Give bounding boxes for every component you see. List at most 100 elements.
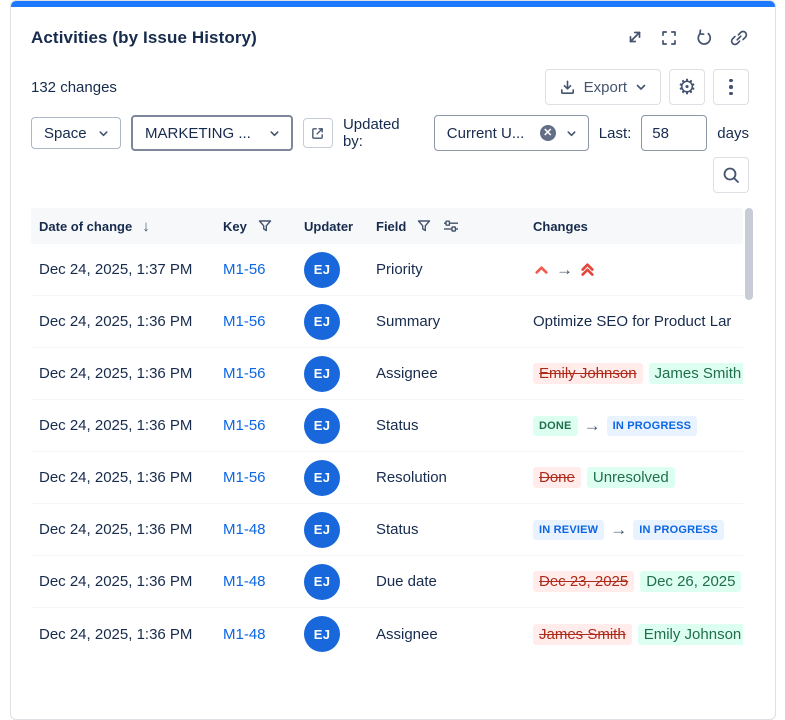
change-arrow-icon: →: [584, 416, 601, 436]
collapse-icon[interactable]: [624, 28, 644, 48]
chevron-down-icon: [634, 80, 648, 94]
avatar[interactable]: EJ: [304, 408, 340, 444]
updater-cell: EJ: [304, 616, 376, 652]
column-field[interactable]: Field: [376, 218, 533, 234]
change-text: Optimize SEO for Product Lar: [533, 313, 731, 330]
table-row: Dec 24, 2025, 1:36 PM M1-48 EJ Assignee …: [31, 608, 743, 660]
filter-bar: Space MARKETING ... Updated by: Current …: [31, 115, 749, 151]
search-button[interactable]: [713, 157, 749, 193]
filter-icon[interactable]: [416, 218, 432, 234]
page-title: Activities (by Issue History): [31, 28, 257, 48]
updater-cell: EJ: [304, 304, 376, 340]
issue-key-link[interactable]: M1-56: [223, 469, 304, 486]
export-button-label: Export: [584, 79, 627, 96]
fullscreen-icon[interactable]: [659, 28, 679, 48]
gadget-header: Activities (by Issue History): [31, 23, 749, 53]
export-button[interactable]: Export: [545, 69, 661, 105]
open-project-button[interactable]: [303, 118, 333, 148]
new-value-badge: James Smith: [649, 363, 743, 384]
avatar[interactable]: EJ: [304, 356, 340, 392]
column-label: Changes: [533, 219, 588, 234]
project-dropdown[interactable]: MARKETING ...: [131, 115, 293, 151]
updater-cell: EJ: [304, 564, 376, 600]
change-date: Dec 24, 2025, 1:37 PM: [39, 261, 223, 278]
field-name: Summary: [376, 313, 533, 330]
column-key[interactable]: Key: [223, 218, 304, 234]
avatar[interactable]: EJ: [304, 512, 340, 548]
refresh-icon[interactable]: [694, 28, 714, 48]
filter-icon[interactable]: [257, 218, 273, 234]
column-updater[interactable]: Updater: [304, 219, 376, 234]
updated-by-dropdown[interactable]: Current U... ✕: [434, 115, 589, 151]
field-settings-icon[interactable]: [442, 218, 460, 234]
search-row: [31, 157, 749, 193]
updater-cell: EJ: [304, 252, 376, 288]
settings-button[interactable]: ⚙: [669, 69, 705, 105]
updater-cell: EJ: [304, 512, 376, 548]
table-body: Dec 24, 2025, 1:37 PM M1-56 EJ Priority …: [31, 244, 749, 660]
field-name: Assignee: [376, 365, 533, 382]
field-name: Status: [376, 417, 533, 434]
avatar[interactable]: EJ: [304, 304, 340, 340]
more-menu-button[interactable]: [713, 69, 749, 105]
clear-icon[interactable]: ✕: [540, 125, 556, 141]
status-badge-new: IN PROGRESS: [633, 520, 724, 540]
field-name: Resolution: [376, 469, 533, 486]
space-dropdown-label: Space: [44, 125, 87, 142]
updated-by-label: Updated by:: [343, 116, 424, 150]
issue-key-link[interactable]: M1-56: [223, 261, 304, 278]
vertical-scrollbar[interactable]: [745, 208, 753, 300]
issue-key-link[interactable]: M1-56: [223, 313, 304, 330]
table-row: Dec 24, 2025, 1:36 PM M1-56 EJ Assignee …: [31, 348, 743, 400]
avatar[interactable]: EJ: [304, 616, 340, 652]
column-date-of-change[interactable]: Date of change ↓: [39, 218, 223, 235]
change-cell: Optimize SEO for Product Lar: [533, 313, 743, 330]
change-date: Dec 24, 2025, 1:36 PM: [39, 417, 223, 434]
issue-key-link[interactable]: M1-56: [223, 417, 304, 434]
table-row: Dec 24, 2025, 1:36 PM M1-48 EJ Status IN…: [31, 504, 743, 556]
table-header: Date of change ↓ Key Updater Field: [31, 208, 743, 244]
issue-key-link[interactable]: M1-48: [223, 521, 304, 538]
history-table: Date of change ↓ Key Updater Field: [31, 208, 749, 660]
chevron-down-icon: [97, 127, 110, 140]
issue-key-link[interactable]: M1-48: [223, 573, 304, 590]
change-cell: DONE → IN PROGRESS: [533, 416, 743, 436]
project-dropdown-value: MARKETING ...: [145, 125, 251, 142]
status-badge-old: DONE: [533, 416, 578, 436]
external-link-icon: [309, 125, 326, 142]
column-changes[interactable]: Changes: [533, 219, 743, 234]
toolbar-buttons: Export ⚙: [545, 69, 749, 105]
issue-key-link[interactable]: M1-48: [223, 626, 304, 643]
table-row: Dec 24, 2025, 1:36 PM M1-48 EJ Due date …: [31, 556, 743, 608]
avatar[interactable]: EJ: [304, 252, 340, 288]
table-row: Dec 24, 2025, 1:36 PM M1-56 EJ Status DO…: [31, 400, 743, 452]
field-name: Due date: [376, 573, 533, 590]
change-cell: IN REVIEW→IN PROGRESS: [533, 520, 743, 540]
field-name: Priority: [376, 261, 533, 278]
space-dropdown[interactable]: Space: [31, 117, 121, 149]
last-label: Last:: [599, 125, 632, 142]
last-days-input[interactable]: [641, 115, 707, 151]
change-cell: →: [533, 260, 743, 280]
table-row: Dec 24, 2025, 1:36 PM M1-56 EJ Resolutio…: [31, 452, 743, 504]
updater-cell: EJ: [304, 356, 376, 392]
status-badge-new: IN PROGRESS: [607, 416, 698, 436]
priority-high-icon: [533, 261, 550, 278]
issue-key-link[interactable]: M1-56: [223, 365, 304, 382]
gear-icon: ⚙: [678, 77, 697, 98]
new-value-badge: Dec 26, 2025: [640, 571, 741, 592]
sort-down-icon[interactable]: ↓: [142, 218, 150, 235]
chevron-down-icon: [565, 127, 578, 140]
status-badge-old: IN REVIEW: [533, 520, 604, 540]
column-label: Field: [376, 219, 406, 234]
column-label: Key: [223, 219, 247, 234]
new-value-badge: Unresolved: [587, 467, 675, 488]
avatar[interactable]: EJ: [304, 460, 340, 496]
activities-gadget-card: Activities (by Issue History) 132 change…: [10, 0, 776, 720]
days-label: days: [717, 125, 749, 142]
download-icon: [558, 78, 577, 97]
avatar[interactable]: EJ: [304, 564, 340, 600]
new-value-badge: Emily Johnson: [638, 624, 743, 645]
link-icon[interactable]: [729, 28, 749, 48]
priority-highest-icon: [579, 261, 596, 278]
